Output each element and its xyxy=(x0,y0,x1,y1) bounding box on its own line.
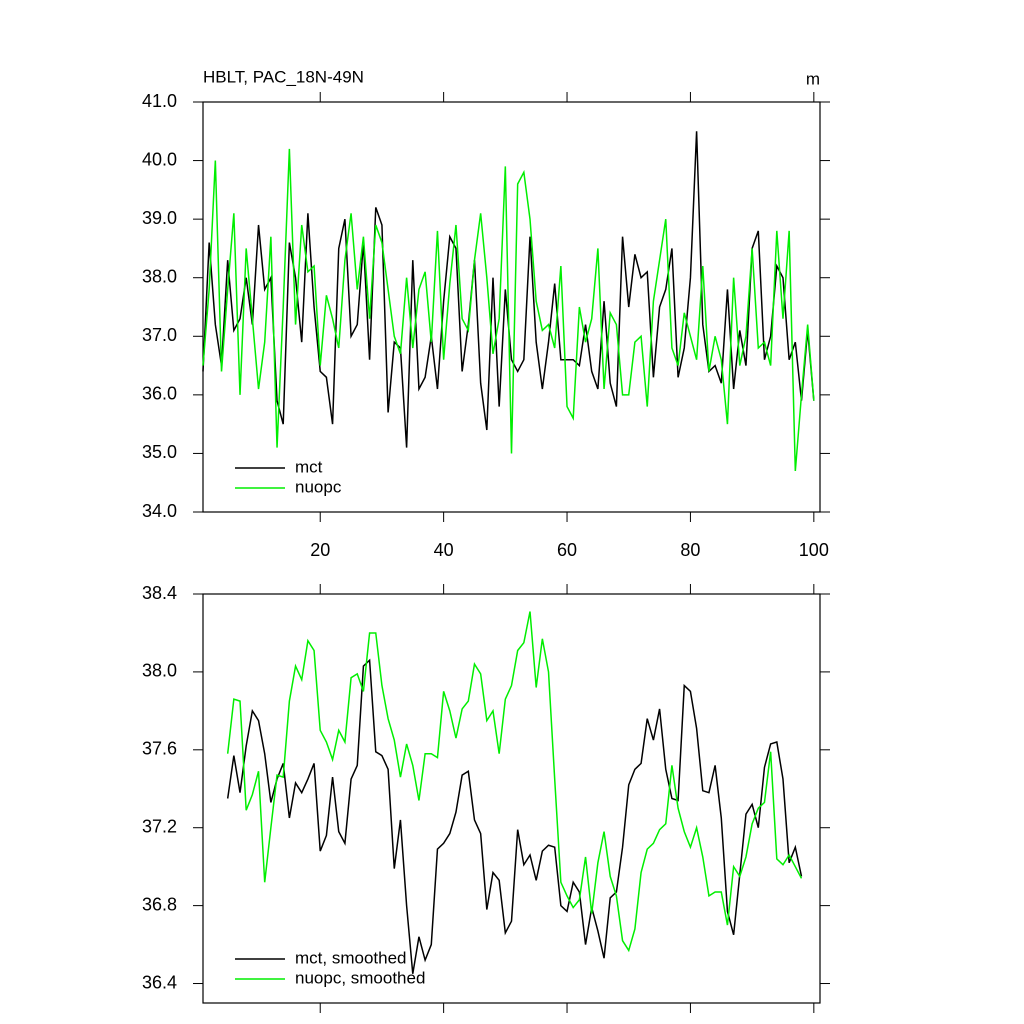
x-tick-label: 20 xyxy=(310,540,330,560)
legend-label: nuopc, smoothed xyxy=(295,968,425,987)
plot-frame xyxy=(202,101,821,513)
plot-frame xyxy=(202,593,821,1004)
y-tick-label: 37.2 xyxy=(142,816,177,836)
y-tick-label: 38.4 xyxy=(142,583,177,603)
y-tick-label: 37.0 xyxy=(142,325,177,345)
y-tick-label: 38.0 xyxy=(142,266,177,286)
chart-title: HBLT, PAC_18N-49N xyxy=(203,67,364,86)
series-line xyxy=(226,611,803,953)
series-line xyxy=(226,658,803,974)
y-tick-label: 36.8 xyxy=(142,894,177,914)
y-tick-label: 37.6 xyxy=(142,739,177,759)
x-tick-label: 80 xyxy=(680,540,700,560)
y-tick-label: 40.0 xyxy=(142,149,177,169)
x-tick-label: 100 xyxy=(799,540,829,560)
legend-label: nuopc xyxy=(295,477,342,496)
x-tick-label: 40 xyxy=(434,540,454,560)
y-tick-label: 41.0 xyxy=(142,91,177,111)
y-tick-label: 39.0 xyxy=(142,208,177,228)
x-tick-label: 60 xyxy=(557,540,577,560)
y-tick-label: 38.0 xyxy=(142,661,177,681)
y-tick-label: 35.0 xyxy=(142,442,177,462)
legend-label: mct xyxy=(295,457,323,476)
series-line xyxy=(202,148,815,472)
y-tick-label: 36.4 xyxy=(142,972,177,992)
legend-label: mct, smoothed xyxy=(295,948,407,967)
y-tick-label: 36.0 xyxy=(142,384,177,404)
y-tick-label: 34.0 xyxy=(142,501,177,521)
units-label: m xyxy=(806,69,820,88)
